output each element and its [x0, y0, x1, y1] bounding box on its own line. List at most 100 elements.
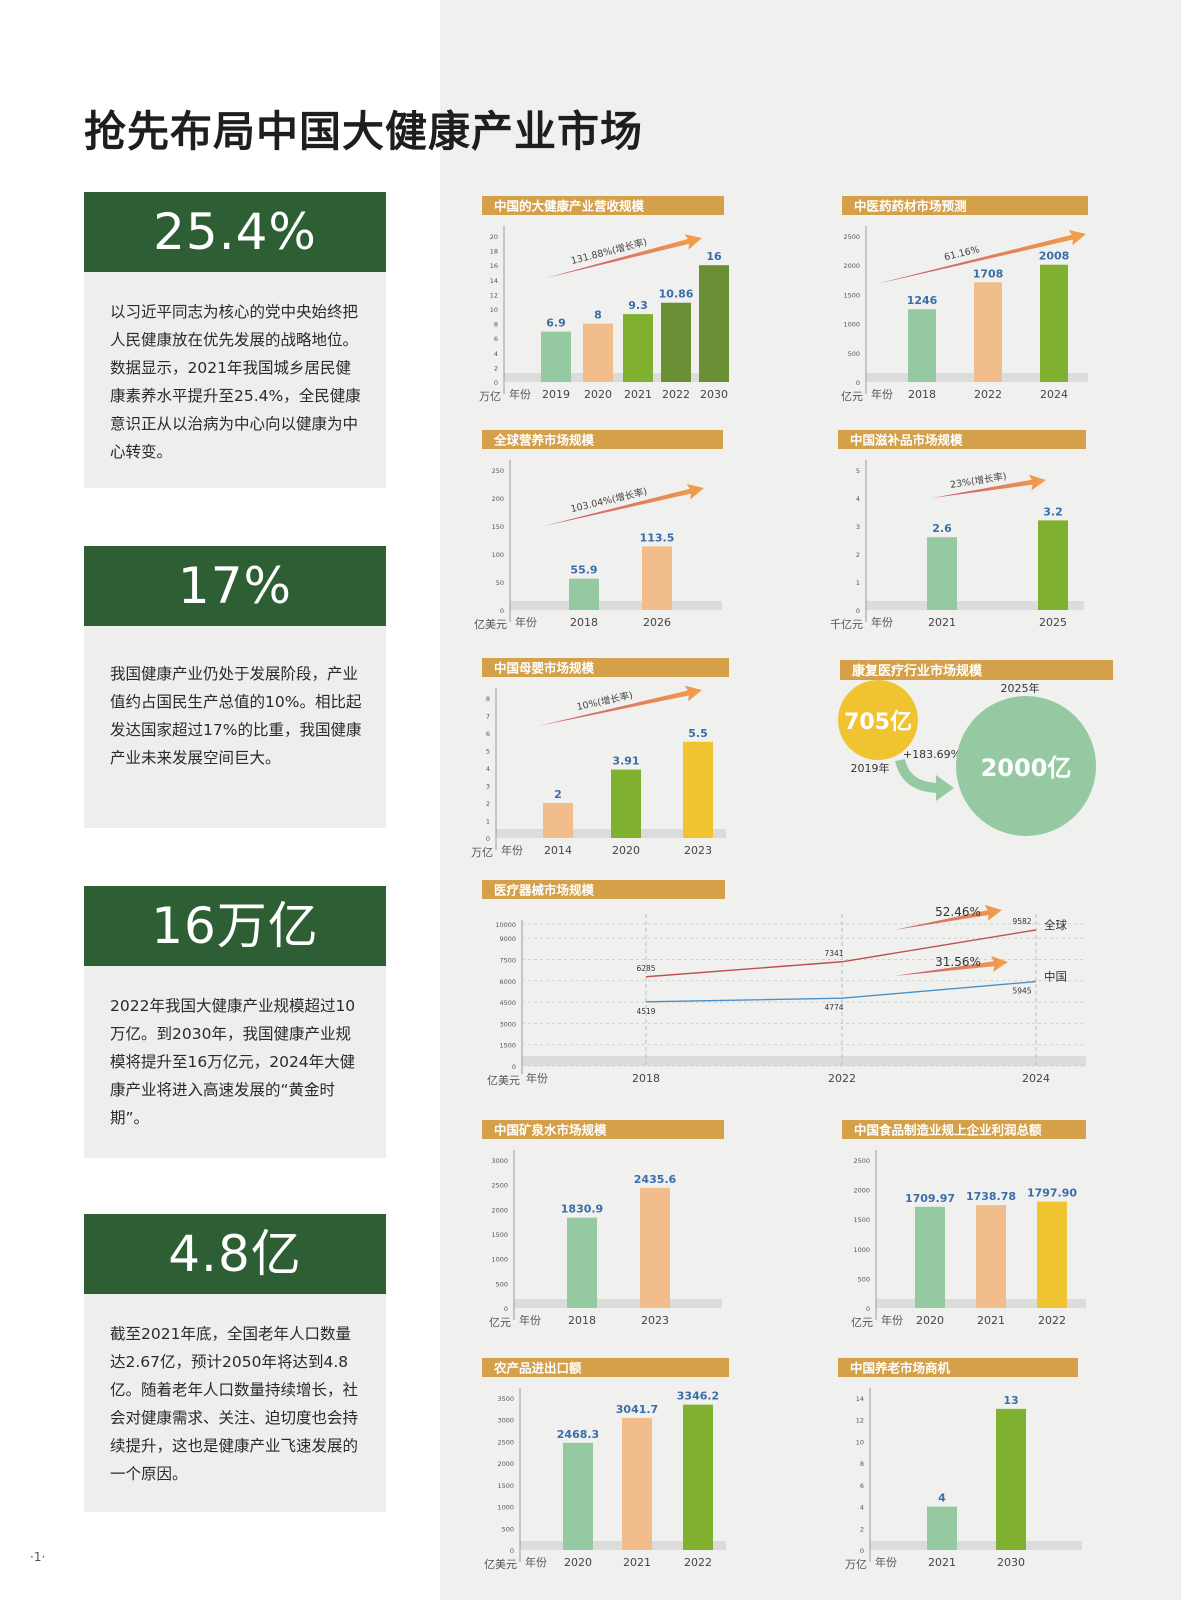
y-tick-label: 500 [858, 1275, 870, 1283]
y-tick-label: 3000 [491, 1157, 508, 1165]
y-tick-label: 200 [492, 495, 504, 503]
bar [642, 546, 672, 610]
bar-value-label: 113.5 [640, 531, 675, 544]
y-tick-label: 5 [486, 748, 490, 756]
y-tick-label: 2500 [843, 233, 860, 241]
y-tick-label: 0 [866, 1305, 870, 1313]
y-tick-label: 1 [486, 818, 490, 826]
y-tick-label: 1500 [497, 1482, 514, 1490]
x-axis-label: 年份 [871, 387, 893, 401]
bubble-arrow-shaft [895, 758, 941, 793]
bar [915, 1206, 945, 1308]
x-tick-label: 2019 [542, 388, 570, 401]
chart-title-bar [842, 196, 1088, 215]
bar-value-label: 10.86 [659, 288, 694, 301]
y-tick-label: 4 [856, 495, 860, 503]
bar [611, 769, 641, 838]
x-tick-label: 2020 [564, 1556, 592, 1569]
y-tick-label: 4500 [499, 999, 516, 1007]
unit-label: 亿元 [851, 1316, 873, 1329]
y-tick-label: 7500 [499, 957, 516, 965]
bar-value-label: 2008 [1039, 250, 1070, 263]
bar-value-label: 2435.6 [634, 1173, 677, 1186]
y-tick-label: 20 [490, 233, 498, 241]
y-tick-label: 12 [856, 1417, 864, 1425]
y-tick-label: 500 [848, 350, 860, 358]
y-tick-label: 1000 [497, 1504, 514, 1512]
bar-value-label: 1797.90 [1027, 1187, 1077, 1200]
chart-title-bar [842, 1120, 1086, 1139]
y-tick-label: 0 [856, 379, 860, 387]
y-tick-label: 2500 [853, 1157, 870, 1165]
y-tick-label: 100 [492, 551, 504, 559]
x-axis-label: 年份 [871, 615, 893, 629]
x-tick-label: 2021 [624, 388, 652, 401]
y-tick-label: 150 [492, 523, 504, 531]
growth-arrow-shape [544, 483, 705, 526]
y-tick-label: 0 [860, 1547, 864, 1555]
series-label-china: 中国 [1044, 970, 1067, 984]
unit-label: 亿美元 [487, 1074, 520, 1087]
chart-maternal-infant: 中国母婴市场规模 0 1 2 3 4 5 6 7 8 2 2014 3.91 2020 5.5 2023 万亿年… [471, 658, 729, 859]
growth-arrow: 103.04%(增长率) [544, 483, 705, 526]
x-tick-label: 2020 [584, 388, 612, 401]
baseline-band [510, 601, 722, 610]
y-tick-label: 0 [486, 835, 490, 843]
x-axis-label: 年份 [501, 843, 523, 857]
x-tick-label: 2014 [544, 844, 572, 857]
chart-food-profit: 中国食品制造业规上企业利润总额 0 500 1000 1500 2000 2500 1709.… [842, 1120, 1086, 1329]
y-tick-label: 0 [856, 607, 860, 615]
chart-title-bar [482, 430, 723, 449]
unit-label: 亿元 [841, 390, 863, 403]
bar [640, 1187, 670, 1308]
growth-arrow: 10%(增长率) [538, 685, 703, 726]
chart-title-bar [482, 658, 729, 677]
x-tick-label: 2020 [612, 844, 640, 857]
y-tick-label: 500 [502, 1525, 514, 1533]
series-label-global: 全球 [1044, 918, 1067, 932]
chart-title: 中国食品制造业规上企业利润总额 [854, 1123, 1042, 1138]
y-tick-label: 1 [856, 579, 860, 587]
x-axis-label: 年份 [881, 1313, 903, 1327]
y-tick-label: 3 [486, 783, 490, 791]
x-tick-label: 2022 [828, 1072, 856, 1085]
x-tick-label: 2021 [928, 616, 956, 629]
x-tick-label: 2023 [641, 1314, 669, 1327]
stat-value-health-literacy: 25.4% [84, 192, 386, 272]
bubble-to-year: 2025年 [1001, 681, 1040, 695]
y-tick-label: 2 [860, 1525, 864, 1533]
y-tick-label: 4 [486, 765, 490, 773]
y-tick-label: 10 [490, 306, 498, 314]
chart-elderly-care: 中国养老市场商机 0 2 4 6 8 10 12 14 4 2021 13 2030 万亿 年份 [838, 1358, 1082, 1571]
chart-title: 农产品进出口额 [493, 1361, 582, 1376]
stat-text-health-literacy: 以习近平同志为核心的党中央始终把人民健康放在优先发展的战略地位。数据显示，202… [84, 272, 386, 488]
y-tick-label: 3500 [497, 1395, 514, 1403]
chart-title-bar [482, 880, 725, 899]
growth-label: 10%(增长率) [576, 689, 634, 713]
point-value-label: 5945 [1012, 987, 1031, 996]
y-tick-label: 16 [490, 262, 498, 270]
bar [996, 1408, 1026, 1550]
bar [927, 537, 957, 610]
baseline-band [514, 1299, 722, 1308]
bubble-growth-label: +183.69% [903, 748, 961, 761]
y-tick-label: 1500 [499, 1042, 516, 1050]
bar-value-label: 2468.3 [557, 1428, 599, 1441]
series-line-global [645, 929, 1037, 978]
y-tick-label: 8 [486, 695, 490, 703]
point-value-label: 4774 [824, 1003, 843, 1012]
bar [661, 302, 691, 382]
bubble-from-year: 2019年 [851, 761, 890, 775]
bar-value-label: 1830.9 [561, 1203, 603, 1216]
y-tick-label: 2000 [853, 1187, 870, 1195]
y-tick-label: 4 [860, 1504, 864, 1512]
bar-value-label: 9.3 [628, 299, 648, 312]
point-value-label: 9582 [1012, 917, 1031, 926]
bar [1040, 264, 1068, 382]
bar [908, 309, 936, 382]
y-tick-label: 1000 [843, 321, 860, 329]
bar [1038, 520, 1068, 610]
bar-value-label: 1738.78 [966, 1190, 1016, 1203]
y-tick-label: 2 [486, 800, 490, 808]
y-tick-label: 50 [496, 579, 504, 587]
